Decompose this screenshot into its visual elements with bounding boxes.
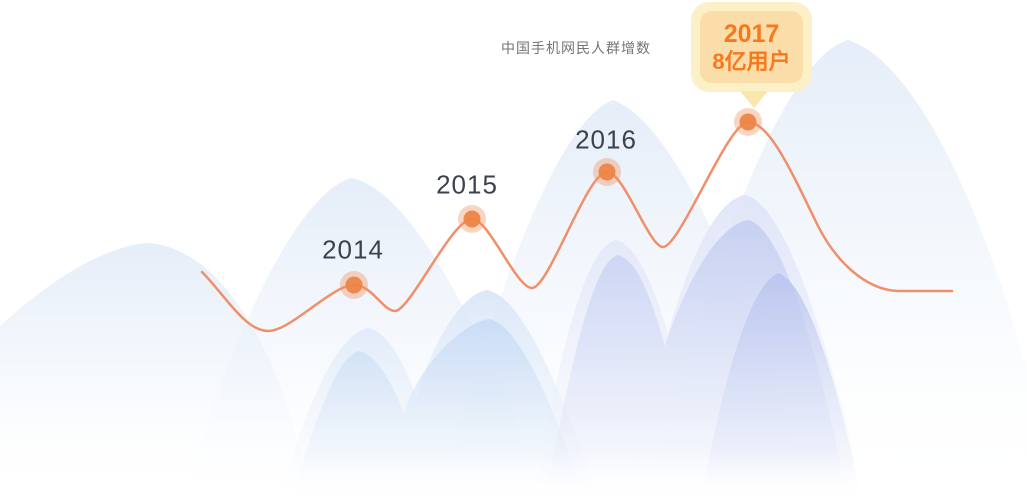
callout-body: 2017 8亿用户 <box>700 11 803 83</box>
data-point-core <box>463 210 481 228</box>
data-point-core <box>598 163 616 181</box>
callout-2017: 2017 8亿用户 <box>691 2 812 92</box>
data-point-2014[interactable] <box>340 271 368 299</box>
data-point-2016[interactable] <box>593 158 621 186</box>
callout-year-label: 2017 <box>723 19 780 48</box>
callout-tail-pointer <box>740 91 768 108</box>
blue-ridge-inner <box>290 319 581 503</box>
callout-value-label: 8亿用户 <box>712 48 791 74</box>
chart-title: 中国手机网民人群增数 <box>501 40 651 56</box>
mountain-lavender-group <box>533 195 860 503</box>
data-point-core <box>345 276 363 294</box>
data-point-2017[interactable] <box>734 108 762 136</box>
data-point-2015[interactable] <box>458 205 486 233</box>
mountain-blue-ridge <box>278 290 593 503</box>
year-label-2014: 2014 <box>322 234 384 265</box>
growth-line <box>200 120 954 333</box>
year-label-2015: 2015 <box>436 169 498 200</box>
year-label-2016: 2016 <box>575 124 637 155</box>
data-point-core <box>739 113 757 131</box>
lavender-deep <box>700 273 860 503</box>
